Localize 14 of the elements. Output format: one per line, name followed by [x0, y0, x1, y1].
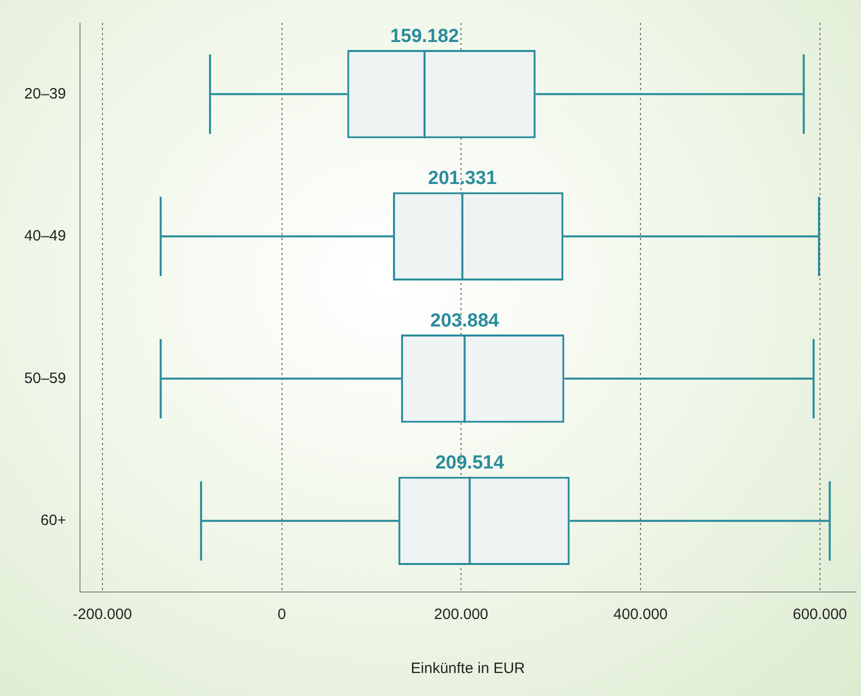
x-tick-label: 600.000 [792, 606, 848, 624]
annotation: 203.884 [430, 310, 500, 332]
annotation: 209.514 [435, 452, 504, 474]
y-tick-label: 20–39 [24, 85, 66, 102]
y-tick-label: 50–59 [24, 370, 66, 387]
x-tick-label: 200.000 [434, 606, 488, 624]
x-tick-label: 400.000 [613, 606, 668, 624]
annotation: 159.182 [390, 26, 459, 47]
y-tick-label: 40–49 [24, 228, 66, 245]
x-tick-label: 0 [278, 606, 286, 624]
x-axis-title: Einkünfte in EUR [410, 660, 526, 678]
annotation: 201.331 [428, 168, 498, 190]
x-tick-label: -200.000 [72, 606, 132, 624]
y-tick-label: 60+ [40, 512, 66, 530]
